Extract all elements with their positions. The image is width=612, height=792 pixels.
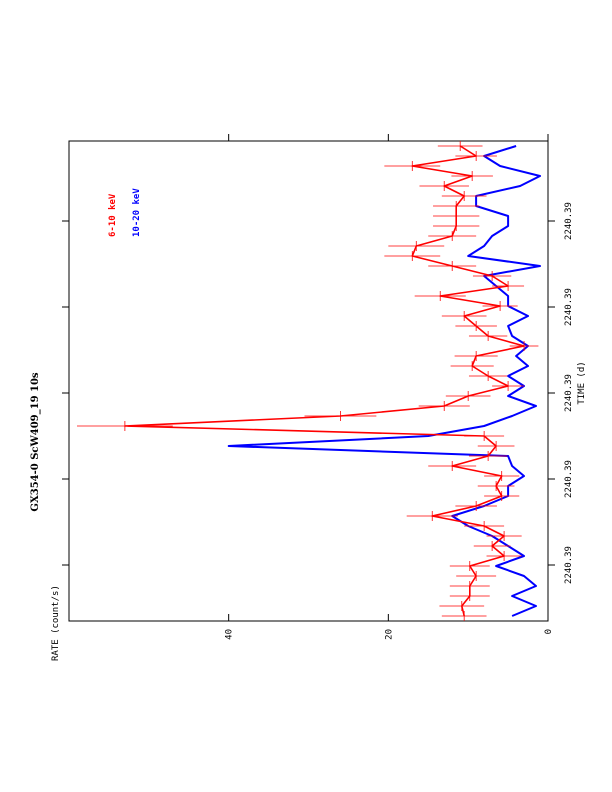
x-tick-label: 2240.39 [564, 288, 574, 326]
x-tick-label: 2240.39 [564, 460, 574, 498]
y-axis-label: RATE (count/s) [51, 585, 61, 661]
y-tick-label: 0 [544, 629, 554, 634]
x-tick-label: 2240.39 [564, 546, 574, 584]
plot-frame [68, 140, 549, 622]
x-tick-label: 2240.39 [564, 202, 574, 240]
plot-area: 0 20 40 2240.39 2240.39 2240.39 2240.39 2240.39 [62, 134, 574, 640]
y-tick-label: 40 [225, 629, 235, 640]
series-line-10-20-kev [227, 145, 541, 617]
series-line-6-10-kev [124, 145, 525, 617]
chart-title: GX354-0 ScW409_19 10s [30, 372, 41, 511]
x-tick-label: 2240.39 [564, 374, 574, 412]
x-axis-label: TIME (d) [577, 361, 587, 404]
chart-marks [76, 141, 541, 621]
y-tick-label: 20 [384, 629, 394, 640]
legend-label-10-20-kev: 10-20 keV [132, 188, 142, 237]
legend-label-6-10-kev: 6-10 keV [108, 193, 118, 237]
